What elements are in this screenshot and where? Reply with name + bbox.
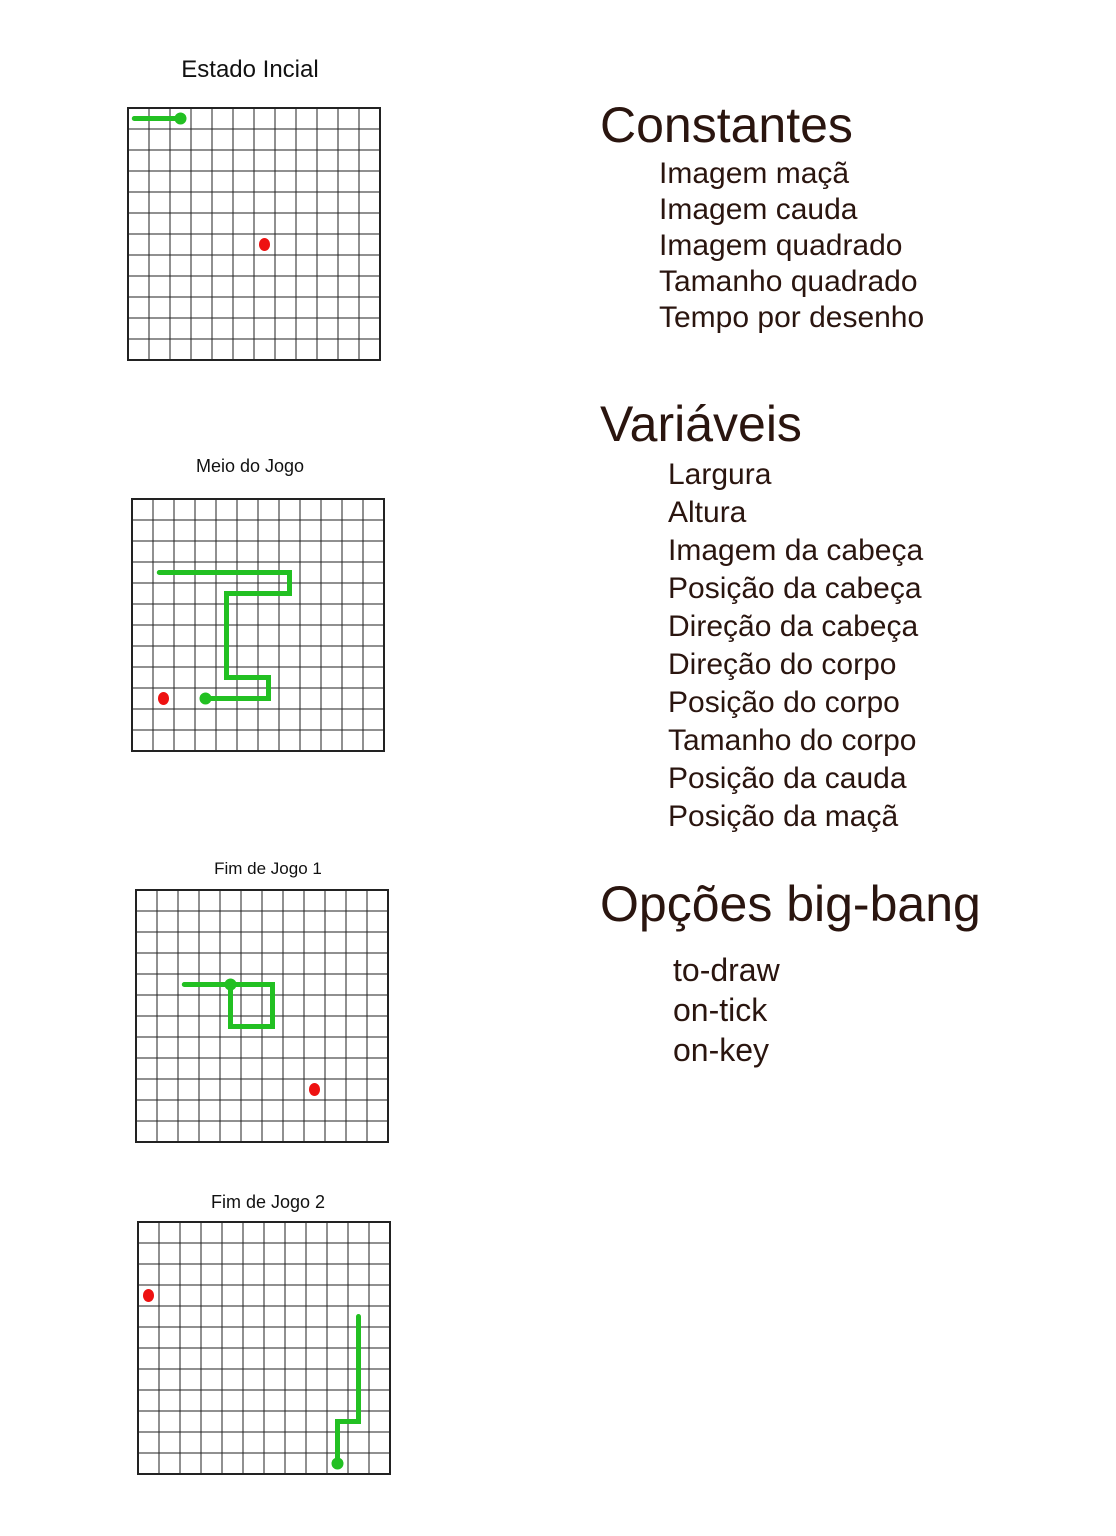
grid-lines (135, 889, 389, 1143)
variavel-item: Posição da cauda (668, 762, 907, 795)
constante-item: Tamanho quadrado (659, 265, 918, 298)
variavel-item: Altura (668, 496, 747, 529)
panel-title-estado-inicial: Estado Incial (181, 56, 319, 83)
panel-title-meio-do-jogo: Meio do Jogo (195, 456, 305, 476)
grid-border (127, 107, 381, 361)
snake-body (181, 982, 275, 1029)
panel-title-fim-de-jogo-1: Fim de Jogo 1 (214, 859, 322, 878)
constante-item: Imagem maçã (659, 157, 850, 190)
snake-head (331, 1457, 344, 1470)
variaveis-list: Largura Altura Imagem da cabeça Posição … (668, 456, 923, 836)
snake-head (199, 692, 212, 705)
grid-border (135, 889, 389, 1143)
grid-lines (137, 1221, 391, 1475)
panel-title-fim-de-jogo-2: Fim de Jogo 2 (210, 1192, 326, 1212)
variavel-item: Posição do corpo (668, 686, 900, 719)
apple (259, 238, 270, 251)
variavel-item: Posição da maçã (668, 800, 899, 833)
constante-item: Imagem quadrado (659, 229, 903, 262)
variaveis-heading: Variáveis (600, 396, 802, 452)
apple (143, 1289, 154, 1302)
apple (158, 692, 169, 705)
grid-lines (131, 498, 385, 752)
constante-item: Tempo por desenho (659, 301, 925, 334)
snake-body (156, 570, 292, 701)
bigbang-item: on-key (673, 1032, 770, 1068)
snake-head (174, 112, 187, 125)
grid-lines (127, 107, 381, 361)
snake-head (224, 978, 237, 991)
grid-border (131, 498, 385, 752)
bigbang-item: to-draw (673, 952, 780, 988)
bigbang-item: on-tick (673, 992, 768, 1028)
game-grid-fim-de-jogo-1 (135, 889, 389, 1143)
game-grid-estado-inicial (127, 107, 381, 361)
apple (309, 1083, 320, 1096)
snake-body (335, 1314, 361, 1466)
constante-item: Imagem cauda (659, 193, 858, 226)
variavel-item: Direção do corpo (668, 648, 897, 681)
constantes-heading: Constantes (600, 97, 853, 153)
variavel-item: Imagem da cabeça (668, 534, 924, 567)
variavel-item: Tamanho do corpo (668, 724, 917, 757)
game-grid-fim-de-jogo-2 (137, 1221, 391, 1475)
bigbang-list: to-draw on-tick on-key (673, 950, 780, 1070)
bigbang-heading: Opções big-bang (600, 876, 981, 932)
constantes-list: Imagem maçã Imagem cauda Imagem quadrado… (659, 156, 924, 336)
variavel-item: Direção da cabeça (668, 610, 919, 643)
game-grid-meio-do-jogo (131, 498, 385, 752)
variavel-item: Posição da cabeça (668, 572, 922, 605)
grid-border (137, 1221, 391, 1475)
variavel-item: Largura (668, 458, 772, 491)
